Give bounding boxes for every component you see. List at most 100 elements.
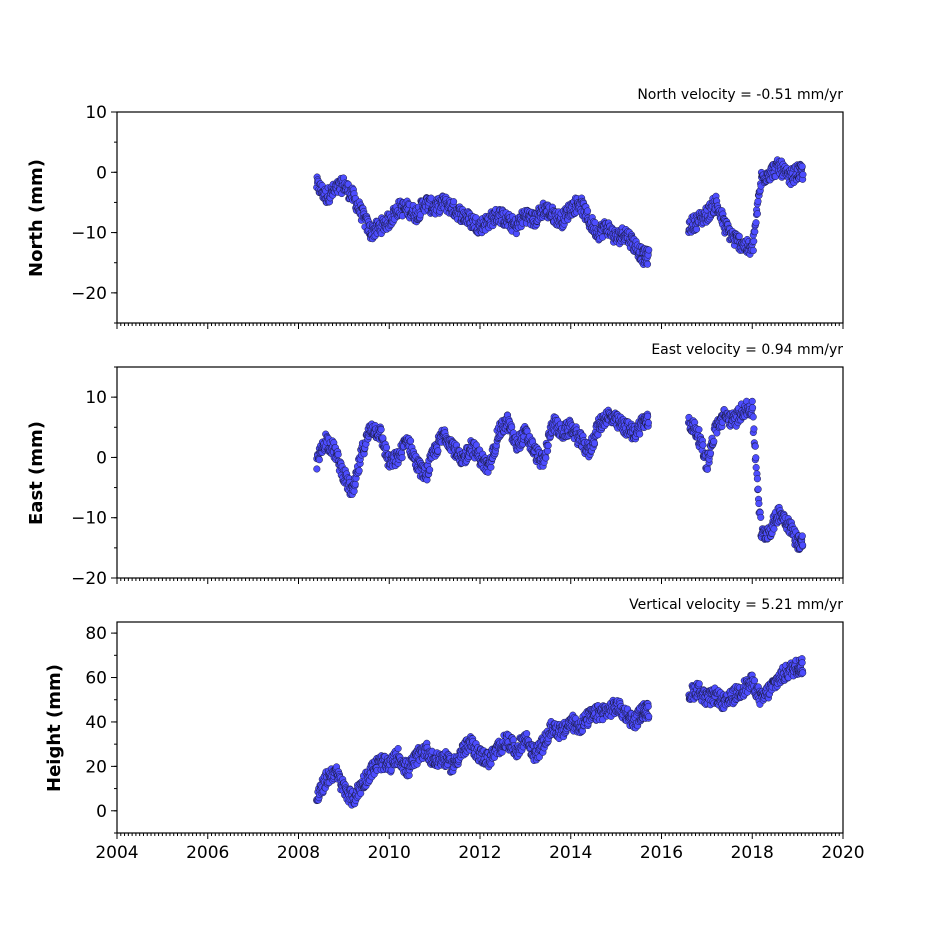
east-y-ticks: 10 0 −10 −20 bbox=[71, 366, 117, 589]
height-y-ticks: 80 60 40 20 0 bbox=[85, 624, 117, 834]
y-tick-label: 0 bbox=[96, 448, 107, 468]
data-point bbox=[748, 397, 756, 405]
data-point bbox=[798, 532, 806, 540]
data-point bbox=[398, 454, 406, 462]
data-point bbox=[752, 454, 760, 462]
data-point bbox=[590, 439, 599, 447]
data-point bbox=[750, 237, 758, 245]
x-tick-label: 2008 bbox=[277, 843, 320, 863]
data-point bbox=[591, 219, 599, 227]
data-point bbox=[644, 412, 652, 420]
x-tick-label: 2006 bbox=[186, 843, 229, 863]
data-point bbox=[703, 465, 712, 473]
data-point bbox=[749, 413, 757, 421]
data-point bbox=[749, 246, 757, 255]
data-point bbox=[644, 702, 652, 710]
data-point bbox=[699, 441, 707, 449]
data-point bbox=[707, 449, 715, 457]
data-point bbox=[544, 441, 552, 450]
y-tick-label: −10 bbox=[71, 509, 107, 529]
data-point bbox=[757, 513, 765, 521]
data-point bbox=[584, 207, 592, 215]
x-tick-label: 2016 bbox=[640, 843, 683, 863]
north-y-ticks: 10 0 −10 −20 bbox=[71, 103, 117, 324]
data-point bbox=[355, 467, 363, 475]
data-point bbox=[753, 475, 761, 483]
east-marks bbox=[313, 397, 807, 553]
data-point bbox=[798, 162, 806, 170]
data-point bbox=[313, 465, 321, 473]
data-point bbox=[643, 260, 652, 268]
data-point bbox=[710, 437, 718, 445]
data-point bbox=[508, 423, 516, 431]
east-x-ticks bbox=[116, 578, 844, 584]
north-ylabel: North (mm) bbox=[26, 159, 47, 277]
x-tick-label: 2012 bbox=[458, 843, 501, 863]
x-tick-label: 2014 bbox=[549, 843, 592, 863]
x-tick-label: 2018 bbox=[731, 843, 774, 863]
north-x-ticks bbox=[116, 323, 844, 329]
data-point bbox=[450, 198, 458, 206]
north-marks bbox=[313, 156, 807, 268]
data-point bbox=[752, 463, 760, 472]
data-point bbox=[799, 541, 807, 549]
data-point bbox=[770, 525, 778, 533]
data-point bbox=[487, 463, 495, 471]
data-point bbox=[645, 712, 653, 721]
data-point bbox=[799, 669, 807, 677]
data-point bbox=[751, 442, 759, 450]
data-point bbox=[523, 730, 531, 738]
data-point bbox=[407, 437, 415, 445]
east-title: East velocity = 0.94 mm/yr bbox=[651, 342, 843, 358]
data-point bbox=[379, 434, 387, 442]
x-tick-label: 2020 bbox=[821, 843, 864, 863]
data-point bbox=[798, 659, 806, 667]
height-panel: Vertical velocity = 5.21 mm/yr Height (m… bbox=[44, 597, 865, 863]
data-point bbox=[754, 197, 762, 205]
y-tick-label: −10 bbox=[71, 224, 107, 244]
height-plot-frame bbox=[116, 621, 844, 834]
data-point bbox=[753, 210, 761, 218]
data-point bbox=[755, 500, 763, 508]
data-point bbox=[695, 426, 703, 434]
north-title: North velocity = -0.51 mm/yr bbox=[637, 87, 843, 103]
height-x-ticks: 2004 2006 2008 2010 2012 2014 2016 2018 2020 bbox=[95, 833, 865, 863]
data-point bbox=[542, 454, 550, 462]
y-tick-label: −20 bbox=[71, 569, 107, 589]
y-tick-label: 10 bbox=[85, 388, 107, 408]
data-point bbox=[426, 466, 434, 474]
y-tick-label: −20 bbox=[71, 284, 107, 304]
data-point bbox=[750, 425, 758, 433]
x-tick-label: 2004 bbox=[95, 843, 138, 863]
data-point bbox=[695, 680, 703, 688]
height-marks bbox=[313, 655, 807, 809]
north-panel: North velocity = -0.51 mm/yr North (mm) … bbox=[26, 87, 844, 329]
y-tick-label: 10 bbox=[85, 103, 107, 123]
data-point bbox=[394, 745, 402, 753]
data-point bbox=[644, 419, 652, 427]
east-ylabel: East (mm) bbox=[26, 421, 47, 525]
data-point bbox=[750, 677, 759, 685]
east-plot-frame bbox=[116, 366, 844, 579]
y-tick-label: 0 bbox=[96, 163, 107, 183]
y-tick-label: 80 bbox=[85, 624, 107, 644]
y-tick-label: 40 bbox=[85, 713, 107, 733]
data-point bbox=[434, 447, 442, 455]
data-point bbox=[377, 426, 385, 434]
data-point bbox=[799, 171, 807, 179]
east-panel: East velocity = 0.94 mm/yr East (mm) 10 0… bbox=[26, 342, 844, 589]
height-ylabel: Height (mm) bbox=[44, 664, 65, 792]
data-point bbox=[334, 450, 342, 458]
data-point bbox=[752, 219, 760, 227]
x-tick-label: 2010 bbox=[368, 843, 411, 863]
data-point bbox=[735, 232, 743, 240]
height-title: Vertical velocity = 5.21 mm/yr bbox=[629, 597, 843, 613]
data-point bbox=[351, 480, 359, 488]
data-point bbox=[315, 456, 323, 464]
y-tick-label: 0 bbox=[96, 802, 107, 822]
data-point bbox=[754, 485, 762, 493]
data-point bbox=[636, 430, 644, 438]
data-point bbox=[749, 404, 757, 412]
data-point bbox=[382, 443, 391, 452]
